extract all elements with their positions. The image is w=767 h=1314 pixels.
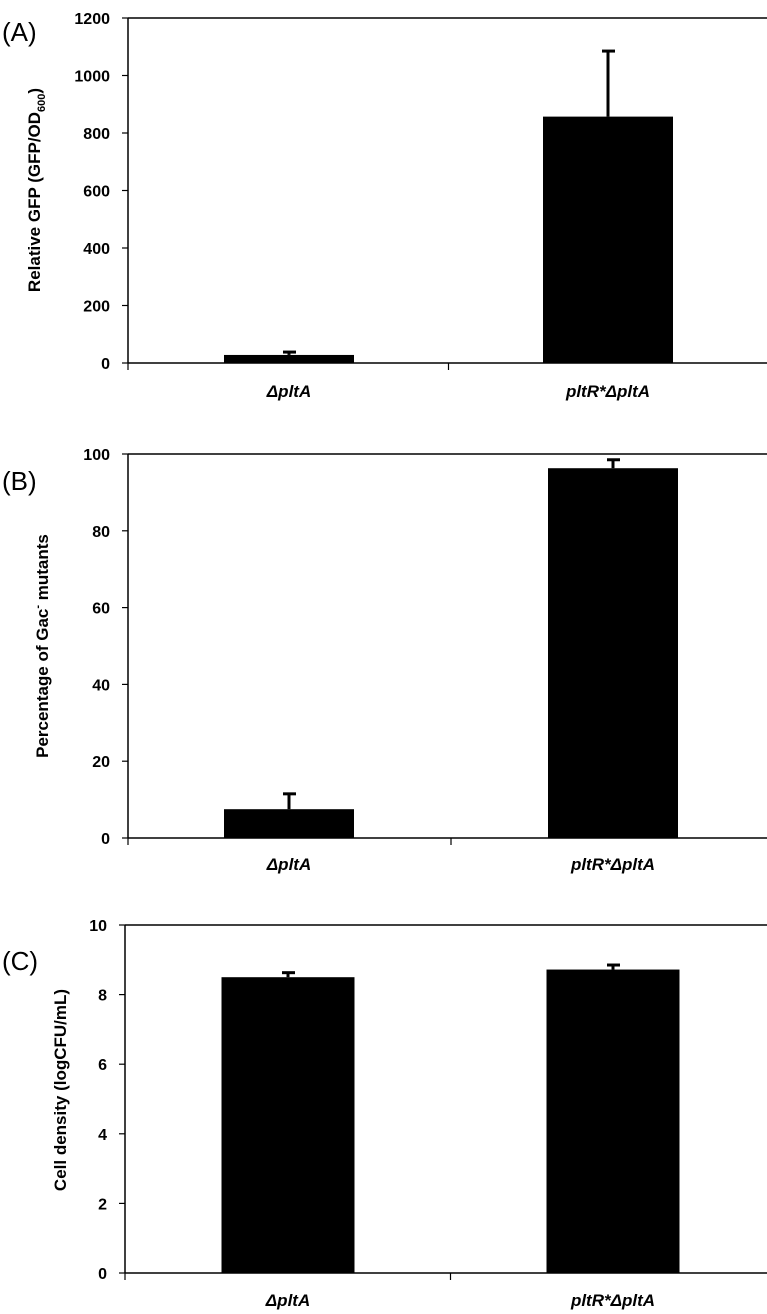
bar-2: [548, 468, 678, 838]
bar-1: [222, 977, 355, 1273]
panel-c: (C) Cell density (logCFU/mL) 0 2 4 6 8 10 Δpl…: [2, 918, 767, 1310]
y-tick-label: 600: [83, 184, 110, 201]
panel-b-y-axis-title-end: mutants: [33, 534, 52, 605]
panel-a-y-axis-title: Relative GFP (GFP/OD600): [25, 88, 48, 292]
panel-a-y-axis-title-end: ): [25, 88, 44, 94]
panel-a-y-axis-title-sub: 600: [36, 94, 48, 112]
category-label-2: pltR*ΔpltA: [570, 1291, 655, 1310]
category-label-1: ΔpltA: [266, 382, 311, 401]
y-tick-label: 0: [101, 831, 110, 848]
panel-b: (B) Percentage of Gac- mutants 0 20 40 60 80…: [2, 447, 767, 874]
y-tick-label: 1000: [74, 69, 110, 86]
y-tick-label: 0: [101, 356, 110, 373]
category-label-2: pltR*ΔpltA: [565, 382, 650, 401]
panel-a-category-labels: ΔpltA pltR*ΔpltA: [266, 382, 650, 401]
y-tick-label: 4: [98, 1127, 107, 1144]
y-tick-label: 8: [98, 988, 107, 1005]
panel-a: (A) Relative GFP (GFP/OD600) 02004006008…: [2, 11, 767, 401]
panel-b-bars: [224, 460, 678, 838]
category-label-1: ΔpltA: [265, 1291, 310, 1310]
panel-c-y-ticks: 0 2 4 6 8 10: [89, 918, 125, 1283]
y-tick-label: 2: [98, 1196, 107, 1213]
panel-a-label: (A): [2, 17, 37, 47]
panel-a-bars: [224, 51, 673, 363]
y-tick-label: 0: [98, 1266, 107, 1283]
y-tick-label: 20: [92, 754, 110, 771]
y-tick-label: 40: [92, 677, 110, 694]
category-label-2: pltR*ΔpltA: [570, 855, 655, 874]
panel-b-y-axis-title: Percentage of Gac- mutants: [32, 534, 52, 758]
panel-a-y-axis-title-main: Relative GFP (GFP/OD: [25, 112, 44, 292]
y-tick-label: 800: [83, 126, 110, 143]
y-tick-label: 60: [92, 601, 110, 618]
panel-b-category-labels: ΔpltA pltR*ΔpltA: [266, 855, 655, 874]
panel-b-label: (B): [2, 466, 37, 496]
panel-a-y-ticks: 0 200 400 600 800 1000 1200: [74, 11, 128, 373]
y-tick-label: 6: [98, 1057, 107, 1074]
panel-b-y-ticks: 0 20 40 60 80 100: [83, 447, 128, 848]
panel-c-bars: [222, 965, 680, 1273]
y-tick-label: 80: [92, 524, 110, 541]
y-tick-label: 100: [83, 447, 110, 464]
panel-c-label: (C): [2, 946, 38, 976]
panel-b-y-axis-title-main: Percentage of Gac: [33, 609, 52, 758]
bar-2: [547, 970, 680, 1273]
panel-c-y-axis-title: Cell density (logCFU/mL): [51, 989, 70, 1191]
y-tick-label: 1200: [74, 11, 110, 28]
y-tick-label: 10: [89, 918, 107, 935]
bar-1: [224, 809, 354, 838]
panel-c-category-labels: ΔpltA pltR*ΔpltA: [265, 1291, 655, 1310]
y-tick-label: 400: [83, 241, 110, 258]
bar-2: [543, 117, 673, 363]
category-label-1: ΔpltA: [266, 855, 311, 874]
y-tick-label: 200: [83, 299, 110, 316]
bar-1: [224, 355, 354, 363]
